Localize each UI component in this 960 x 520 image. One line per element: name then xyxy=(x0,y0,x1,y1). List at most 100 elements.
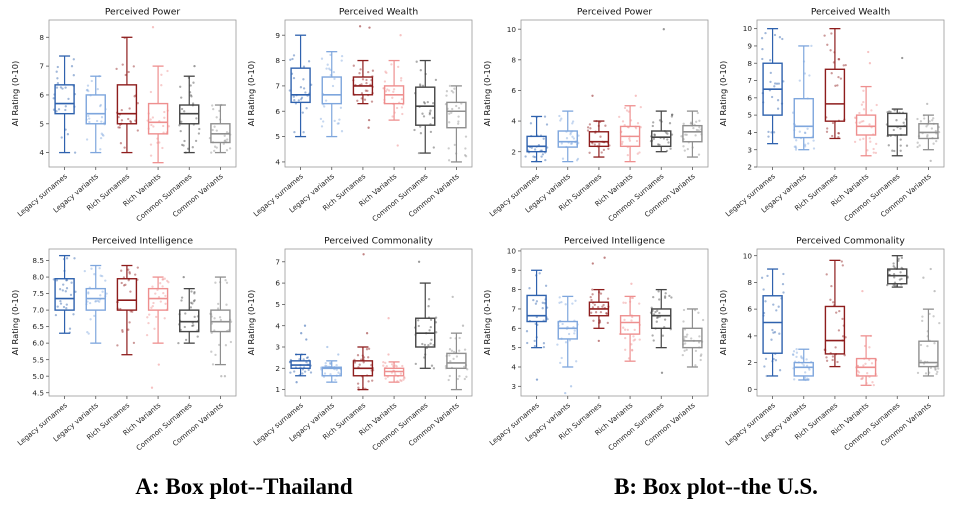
y-tick-label: 6 xyxy=(511,324,516,333)
y-tick-label: 4.5 xyxy=(32,388,44,397)
box-common-variants xyxy=(916,267,940,377)
x-tick-label: Common Surnames xyxy=(606,171,665,223)
y-tick-label: 4 xyxy=(275,158,280,167)
box-rich-surnames xyxy=(822,27,847,140)
x-tick-label: Common Surnames xyxy=(842,400,901,452)
y-tick-label: 3 xyxy=(511,382,516,391)
caption-row-a: A: Box plot--Thailand xyxy=(8,474,480,500)
y-tick-label: 10 xyxy=(506,25,516,34)
y-tick-label: 6 xyxy=(511,86,516,95)
box-legacy-variants xyxy=(319,345,342,383)
y-tick-label: 5 xyxy=(275,300,280,309)
panel-a-thailand: Perceived Power AI Rating (0-10) 4 5 6 7 8 Lega… xyxy=(8,4,480,500)
y-tick-label: 8 xyxy=(747,59,752,68)
y-tick-label: 7 xyxy=(511,305,516,314)
y-tick-label: 4 xyxy=(39,148,44,157)
y-tick-label: 9 xyxy=(275,31,280,40)
boxplot-svg-b-wealth: Perceived Wealth AI Rating (0-10) 2 3 4 5 6 7 8 9… xyxy=(718,7,944,223)
x-tick-label: Legacy surnames xyxy=(487,171,541,218)
boxplot-svg-a-power: Perceived Power AI Rating (0-10) 4 5 6 7 8 Lega… xyxy=(10,7,236,223)
box-common-variants xyxy=(208,103,231,154)
y-tick-label: 10 xyxy=(742,251,752,260)
box-common-variants xyxy=(915,102,940,163)
y-tick-label: 10 xyxy=(506,247,516,256)
box-legacy-variants xyxy=(791,44,815,151)
box-common-surnames xyxy=(176,275,199,345)
box-common-surnames xyxy=(649,288,673,374)
y-tick-label: 8.5 xyxy=(32,256,44,265)
y-tick-label: 7 xyxy=(275,81,280,90)
y-tick-label: 3 xyxy=(747,145,752,154)
box-rich-variants xyxy=(381,34,404,147)
y-tick-label: 6 xyxy=(747,93,752,102)
box-legacy-surnames xyxy=(525,269,549,381)
box-rich-surnames xyxy=(352,253,374,391)
box-legacy-surnames xyxy=(760,268,785,378)
y-tick-label: 4 xyxy=(747,331,752,340)
y-tick-label: 6 xyxy=(275,279,280,288)
boxplot-svg-b-power: Perceived Power AI Rating (0-10) 2 4 6 8 10 Leg… xyxy=(482,7,708,223)
boxplot-svg-a-intelligence: Perceived Intelligence AI Rating (0-10) 4.… xyxy=(10,236,236,452)
chart-title: Perceived Power xyxy=(104,7,180,18)
subplot-a-perceived-wealth: Perceived Wealth AI Rating (0-10) 4 5 6 7 8 9 Le… xyxy=(245,4,480,231)
box-common-variants xyxy=(679,110,703,158)
box-legacy-variants xyxy=(555,295,579,395)
box-rich-variants xyxy=(617,94,642,163)
box-legacy-variants xyxy=(791,348,814,382)
panel-b-us: Perceived Power AI Rating (0-10) 2 4 6 8 10 Leg… xyxy=(480,4,952,500)
y-axis-label: AI Rating (0-10) xyxy=(10,61,20,126)
y-axis-label: AI Rating (0-10) xyxy=(10,290,20,355)
box-legacy-variants xyxy=(84,75,107,154)
y-tick-label: 7.0 xyxy=(32,306,44,315)
chart-title: Perceived Intelligence xyxy=(564,236,665,247)
box-common-surnames xyxy=(412,59,437,155)
y-tick-label: 8.0 xyxy=(32,273,44,282)
box-rich-surnames xyxy=(586,94,611,158)
y-tick-label: 8 xyxy=(39,33,44,42)
y-tick-label: 8 xyxy=(747,278,752,287)
panel-b-plots: Perceived Power AI Rating (0-10) 2 4 6 8 10 Leg… xyxy=(481,4,952,460)
y-tick-label: 6.5 xyxy=(32,322,44,331)
chart-title: Perceived Intelligence xyxy=(92,236,193,247)
box-rich-variants xyxy=(854,289,878,387)
x-tick-label: Common Surnames xyxy=(842,171,901,223)
y-tick-label: 8 xyxy=(511,55,516,64)
chart-title: Perceived Wealth xyxy=(338,7,418,18)
x-tick-label: Legacy surnames xyxy=(723,171,777,218)
x-tick-label: Legacy surnames xyxy=(723,400,777,447)
x-tick-label: Common Surnames xyxy=(606,400,665,452)
y-tick-label: 6 xyxy=(275,107,280,116)
y-tick-label: 8 xyxy=(511,285,516,294)
subplot-a-perceived-intelligence: Perceived Intelligence AI Rating (0-10) 4.… xyxy=(9,233,244,460)
box-legacy-surnames xyxy=(52,55,76,154)
y-tick-label: 5 xyxy=(275,132,280,141)
x-tick-label: Legacy surnames xyxy=(15,400,69,447)
subplot-b-perceived-intelligence: Perceived Intelligence AI Rating (0-10) 3 4… xyxy=(481,233,716,460)
box-legacy-surnames xyxy=(523,115,548,163)
box-common-variants xyxy=(681,308,704,368)
subplot-b-perceived-commonality: Perceived Commonality AI Rating (0-10) 0 2 4… xyxy=(717,233,952,460)
box-rich-surnames xyxy=(588,256,610,343)
y-tick-label: 5 xyxy=(39,119,44,128)
box-common-surnames xyxy=(649,28,673,153)
y-axis-label: AI Rating (0-10) xyxy=(718,61,728,126)
y-tick-label: 3 xyxy=(275,343,280,352)
box-rich-variants xyxy=(381,317,406,383)
y-tick-label: 2 xyxy=(747,358,752,367)
box-legacy-variants xyxy=(557,110,580,163)
y-tick-label: 6.0 xyxy=(32,339,44,348)
box-common-variants xyxy=(444,84,467,163)
x-tick-label: Common Surnames xyxy=(370,400,429,452)
y-axis-label: AI Rating (0-10) xyxy=(482,290,492,355)
x-tick-label: Legacy surnames xyxy=(15,171,69,218)
box-rich-variants xyxy=(853,50,878,157)
box-rich-variants xyxy=(146,26,170,164)
caption-b: B: Box plot--the U.S. xyxy=(614,474,818,499)
y-tick-label: 4 xyxy=(511,117,516,126)
y-tick-label: 7 xyxy=(275,257,280,266)
box-common-variants xyxy=(208,276,232,378)
box-legacy-variants xyxy=(83,264,108,344)
boxplot-svg-b-intelligence: Perceived Intelligence AI Rating (0-10) 3 4… xyxy=(482,236,708,452)
box-rich-surnames xyxy=(823,259,847,368)
